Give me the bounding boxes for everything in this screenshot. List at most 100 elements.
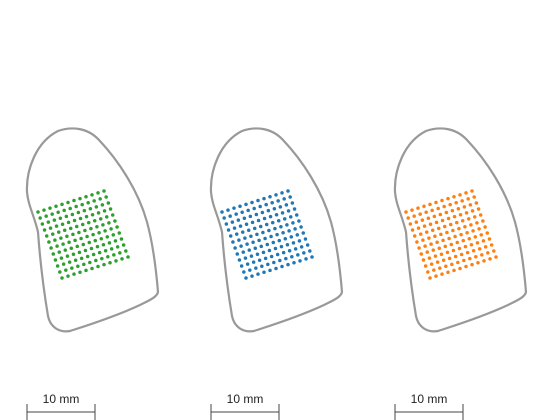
- electrode-dot: [298, 259, 302, 263]
- electrode-dot: [245, 242, 249, 246]
- electrode-dot: [434, 200, 438, 205]
- electrode-dot: [121, 243, 126, 247]
- electrode-dot: [42, 208, 46, 212]
- electrode-dot: [456, 206, 461, 211]
- electrode-dot: [74, 224, 79, 229]
- electrode-dot: [469, 223, 473, 227]
- electrode-dot: [436, 206, 440, 211]
- electrode-dot: [103, 229, 107, 233]
- electrode-dot: [55, 264, 60, 268]
- electrode-dot: [66, 220, 71, 225]
- electrode-dot: [435, 240, 439, 245]
- electrode-dot: [304, 257, 308, 261]
- electrode-dot: [468, 256, 472, 261]
- electrode-dot: [87, 240, 92, 245]
- electrode-dot: [250, 200, 254, 205]
- electrode-dot: [254, 266, 258, 270]
- electrode-dot: [464, 211, 469, 215]
- electrode-dot: [86, 220, 91, 225]
- electrode-dot: [109, 227, 113, 231]
- electrode-dot: [263, 236, 267, 241]
- electrode-dot: [100, 203, 105, 207]
- electrode-dot: [228, 214, 232, 218]
- electrode-dot: [66, 274, 70, 278]
- electrode-dot: [89, 226, 93, 231]
- electrode-dot: [427, 256, 432, 260]
- shape-outline: [393, 127, 528, 333]
- electrode-dot: [465, 250, 470, 255]
- electrode-dot: [280, 191, 284, 195]
- electrode-dot: [56, 230, 61, 234]
- electrode-dot: [468, 203, 473, 207]
- electrode-dot: [422, 204, 426, 209]
- scale-bar-label: 10 mm: [43, 392, 80, 406]
- electrode-dot: [274, 193, 278, 197]
- electrode-dot: [255, 252, 260, 257]
- electrode-dot: [432, 214, 437, 219]
- electrode-dot: [98, 197, 102, 201]
- electrode-dot: [93, 238, 98, 243]
- electrode-dot: [440, 218, 445, 223]
- electrode-dot: [84, 268, 88, 273]
- electrode-dot: [232, 226, 237, 230]
- electrode-dot: [422, 224, 427, 228]
- electrode-dot: [85, 234, 89, 239]
- electrode-dot: [48, 226, 53, 230]
- shape-outline: [209, 127, 344, 333]
- electrode-dot: [62, 208, 66, 213]
- electrode-dot: [433, 234, 437, 239]
- electrode-dot: [66, 200, 70, 205]
- electrode-dot: [416, 226, 421, 230]
- electrode-dot: [463, 244, 468, 249]
- electrode-dot: [266, 262, 270, 267]
- electrode-dot: [61, 242, 65, 246]
- electrode-dot: [46, 220, 51, 224]
- electrode-dot: [280, 211, 285, 215]
- electrode-dot: [431, 248, 436, 252]
- electrode-dot: [452, 194, 456, 199]
- electrode-dot: [293, 247, 298, 251]
- electrode-dot: [457, 246, 462, 251]
- electrode-dot: [91, 252, 96, 257]
- electrode-dot: [252, 226, 257, 231]
- electrode-dot: [469, 242, 474, 247]
- electrode-dot: [251, 240, 255, 245]
- electrode-dot: [438, 212, 443, 217]
- electrode-dot: [267, 248, 272, 253]
- electrode-dot: [460, 218, 465, 223]
- electrode-dot: [466, 217, 471, 221]
- electrode-dot: [90, 193, 94, 197]
- electrode-dot: [64, 214, 69, 219]
- scale-bar: 10 mm: [26, 392, 96, 420]
- electrode-dot: [291, 241, 296, 245]
- electrode-dot: [434, 220, 439, 225]
- electrode-dot: [237, 238, 241, 242]
- electrode-dot: [458, 212, 463, 217]
- electrode-dot: [278, 258, 282, 263]
- electrode-dot: [226, 208, 230, 212]
- electrode-dot: [286, 189, 290, 193]
- electrode-dot: [72, 218, 77, 223]
- electrode-dot: [474, 254, 478, 259]
- electrode-dot: [98, 217, 103, 221]
- electrode-dot: [428, 202, 432, 207]
- electrode-dot: [65, 234, 69, 239]
- electrode-dot: [288, 215, 293, 219]
- electrode-dot: [453, 234, 457, 239]
- electrode-dot: [68, 206, 72, 211]
- electrode-dot: [305, 243, 310, 247]
- electrode-dot: [269, 254, 274, 259]
- electrode-dot: [270, 200, 274, 205]
- electrode-dot: [445, 230, 449, 235]
- electrode-dot: [279, 224, 283, 229]
- electrode-dot: [416, 206, 420, 210]
- electrode-dot: [481, 239, 486, 243]
- electrode-dot: [435, 260, 440, 264]
- electrode-dot: [112, 253, 116, 257]
- electrode-dot: [224, 222, 229, 226]
- electrode-dot: [249, 254, 254, 258]
- electrode-dot: [67, 240, 71, 245]
- electrode-dot: [440, 272, 444, 276]
- electrode-dot: [272, 206, 277, 211]
- electrode-dot: [94, 258, 98, 263]
